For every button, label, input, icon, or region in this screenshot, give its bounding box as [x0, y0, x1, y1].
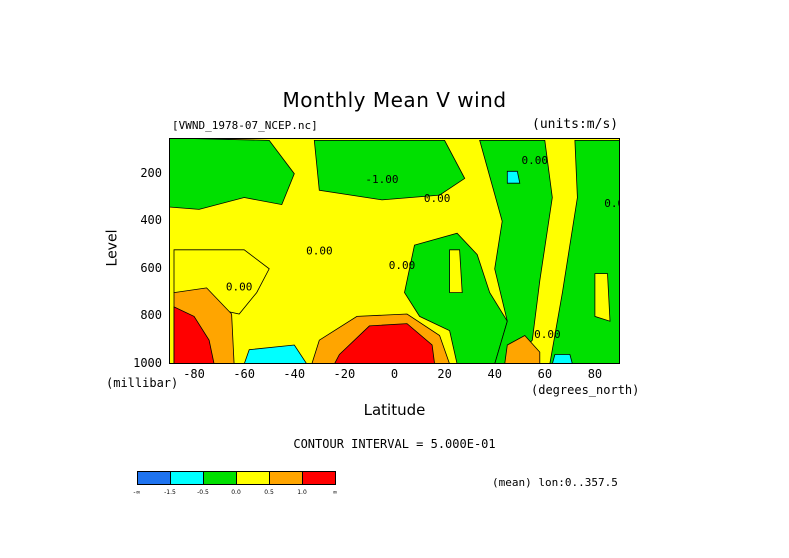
- legend-swatch: [170, 471, 204, 485]
- contour-interval-text: CONTOUR INTERVAL = 5.000E-01: [293, 437, 496, 451]
- x-tick-label: -80: [183, 367, 205, 381]
- legend-swatch: [137, 471, 171, 485]
- dataset-file-label: [VWND_1978-07_NCEP.nc]: [172, 119, 318, 132]
- x-tick-label: 20: [437, 367, 452, 381]
- x-unit-label: (degrees_north): [531, 383, 640, 397]
- region-cyan-sh-surface: [243, 344, 308, 364]
- x-tick-label: -40: [283, 367, 306, 381]
- region-nh-cyan-surface: [551, 354, 573, 364]
- region-lat-22-yellow-bubble: [449, 249, 463, 294]
- x-tick-label: 0: [390, 367, 399, 381]
- region-southern-upper-green: [169, 138, 295, 210]
- legend-label: 0.0: [231, 489, 241, 496]
- contour-label-7: 0.00: [534, 328, 561, 341]
- legend-swatch: [236, 471, 270, 485]
- y-axis-label: Level: [104, 229, 121, 267]
- legend-label: 1.0: [297, 489, 307, 496]
- legend-label: -1.5: [164, 489, 176, 496]
- contour-label-6: 0.00: [226, 280, 253, 293]
- y-tick-label: 600: [140, 260, 162, 275]
- x-tick-label: -20: [333, 367, 356, 381]
- legend-label: -∞: [133, 489, 141, 496]
- region-nh-green-band: [479, 140, 553, 364]
- region-tropical-green: [313, 140, 466, 201]
- legend-swatch: [269, 471, 303, 485]
- legend-label: 0.5: [264, 489, 274, 496]
- contour-label-0: 0.00: [522, 154, 549, 167]
- y-tick-label: 400: [140, 213, 162, 228]
- units-label: (units:m/s): [532, 117, 619, 132]
- legend-swatch: [203, 471, 237, 485]
- contour-label-1: -1.00: [365, 173, 398, 186]
- plot-frame: [169, 138, 620, 364]
- filled-contour-regions: [169, 138, 620, 364]
- region-mid-green-column: [404, 232, 508, 364]
- region-sh-surface-red: [173, 306, 215, 364]
- legend-swatch: [302, 471, 336, 485]
- x-tick-label: -60: [233, 367, 255, 381]
- contour-plot: 0.00 -1.00 0.00 0.00 0.00 0.00 0.00 0.00: [169, 138, 620, 364]
- region-nh-cyan-patch: [506, 170, 521, 184]
- contour-labels: 0.00 -1.00 0.00 0.00 0.00 0.00 0.00 0.00: [226, 154, 620, 341]
- x-tick-label: 40: [487, 367, 502, 381]
- chart-title: Monthly Mean V wind: [282, 88, 507, 112]
- x-tick-label: 60: [537, 367, 553, 381]
- y-tick-label: 1000: [133, 356, 162, 370]
- legend-label: -0.5: [197, 489, 209, 496]
- y-unit-label: (millibar): [106, 376, 179, 390]
- contour-label-2: 0.00: [424, 192, 451, 205]
- x-tick-label: 80: [587, 367, 603, 381]
- y-tick-label: 800: [140, 308, 162, 323]
- x-axis-label: Latitude: [363, 401, 426, 419]
- contour-label-3: 0.00: [604, 197, 620, 210]
- y-tick-label: 200: [140, 165, 162, 180]
- contour-label-5: 0.00: [389, 259, 416, 272]
- region-equatorial-red: [333, 323, 436, 364]
- contour-label-4: 0.00: [306, 245, 333, 258]
- legend-label: ∞: [332, 489, 338, 496]
- region-nh-orange: [504, 334, 541, 364]
- region-nh-yellow-inset: [594, 273, 611, 322]
- mean-lon-text: (mean) lon:0..357.5: [492, 476, 618, 489]
